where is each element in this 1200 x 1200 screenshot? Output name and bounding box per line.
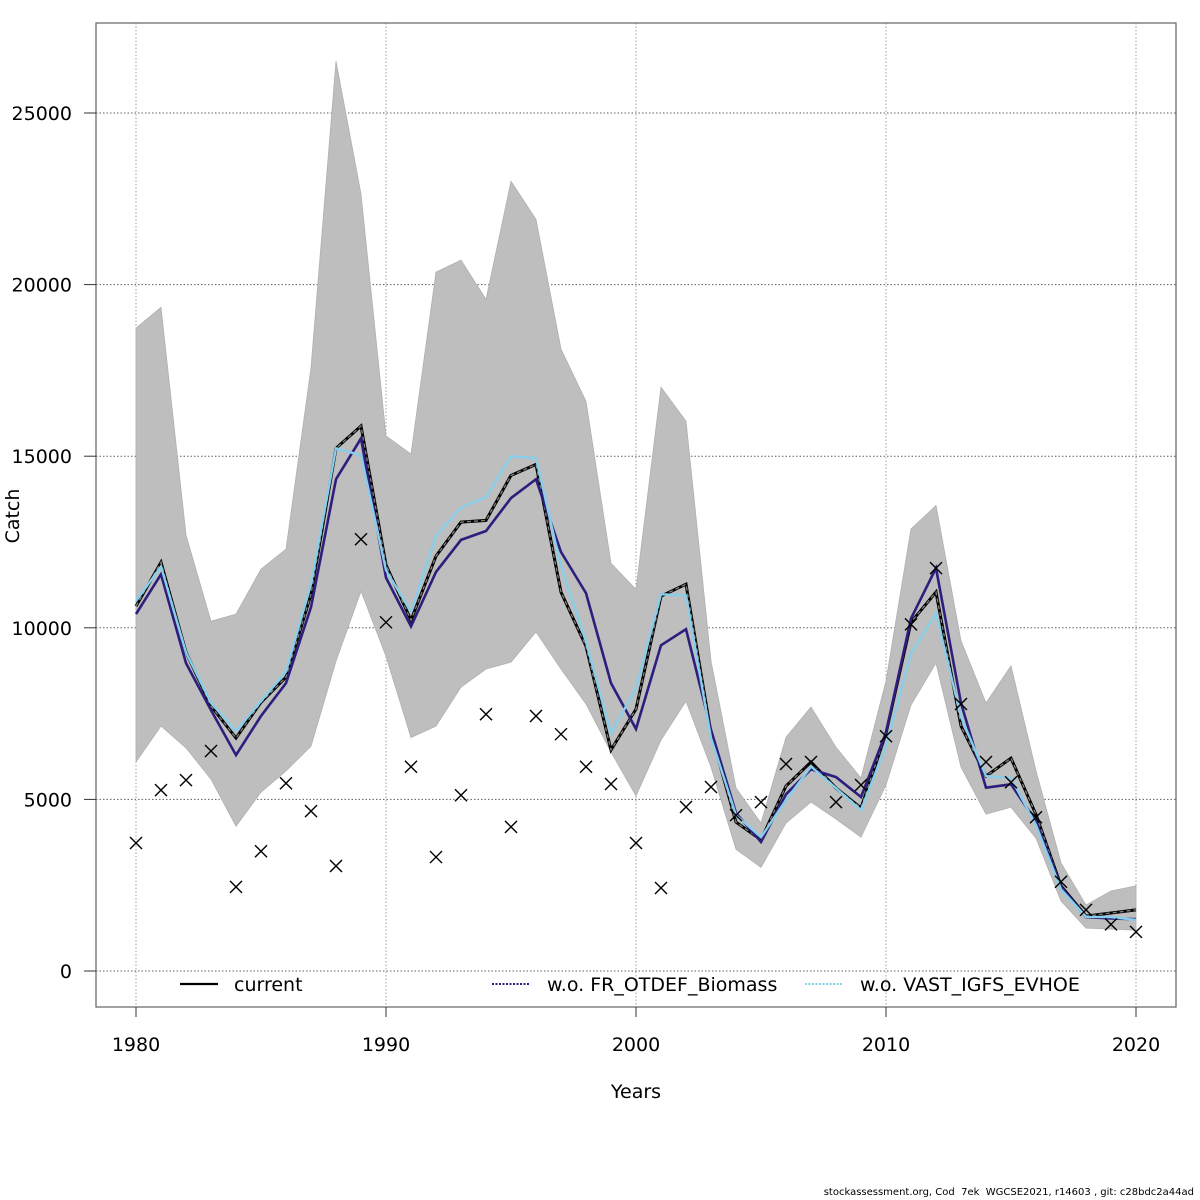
observation-point-1985 — [254, 844, 268, 858]
observation-point-2005 — [754, 795, 768, 809]
observation-point-1997 — [554, 727, 568, 741]
observation-point-1986 — [279, 776, 293, 790]
observation-point-1996 — [529, 709, 543, 723]
y-tick-label-5000: 5000 — [24, 789, 72, 811]
series-line-wo-fr-otdef-biomass — [134, 434, 1137, 921]
y-tick-label-25000: 25000 — [12, 103, 72, 125]
y-tick-label-15000: 15000 — [12, 446, 72, 468]
series-layer — [134, 423, 1137, 922]
observation-point-1994 — [479, 707, 493, 721]
observation-point-2006 — [779, 757, 793, 771]
observation-point-1999 — [604, 777, 618, 791]
observation-point-2013 — [954, 697, 968, 711]
y-axis-title: Catch — [2, 489, 24, 544]
observation-point-2014 — [979, 755, 993, 769]
observation-point-2018 — [1079, 903, 1093, 917]
observations-layer — [129, 532, 1143, 939]
legend-label-wo-vast-igfs-evhoe: w.o. VAST_IGFS_EVHOE — [860, 974, 1080, 996]
observation-point-1987 — [304, 804, 318, 818]
legend-label-current: current — [234, 974, 303, 996]
observation-point-2000 — [629, 836, 643, 850]
observation-point-2015 — [1004, 775, 1018, 789]
observation-point-2017 — [1054, 875, 1068, 889]
observation-point-1988 — [329, 859, 343, 873]
observation-point-2016 — [1029, 810, 1043, 824]
observation-point-2001 — [654, 881, 668, 895]
legend-label-wo-fr-otdef-biomass: w.o. FR_OTDEF_Biomass — [547, 974, 777, 996]
observation-point-1998 — [579, 760, 593, 774]
observation-point-1993 — [454, 788, 468, 802]
x-tick-label-2020: 2020 — [1112, 1034, 1160, 1056]
observation-point-2011 — [904, 617, 918, 631]
observation-point-1980 — [129, 836, 143, 850]
x-tick-label-2000: 2000 — [612, 1034, 660, 1056]
observation-point-1984 — [229, 880, 243, 894]
observation-point-2020 — [1129, 925, 1143, 939]
observation-point-1982 — [179, 773, 193, 787]
observation-point-2003 — [704, 780, 718, 794]
observation-point-2010 — [879, 729, 893, 743]
axes: 1980 1990 2000 2010 2020 0 5000 10000 15000 20000… — [12, 103, 1161, 1056]
y-tick-label-20000: 20000 — [12, 275, 72, 297]
observation-point-1992 — [429, 850, 443, 864]
x-tick-label-2010: 2010 — [862, 1034, 910, 1056]
series-line-wo-vast-igfs-evhoe — [135, 446, 1137, 922]
observation-point-1989 — [354, 532, 368, 546]
confidence-band — [135, 61, 1137, 931]
y-tick-label-0: 0 — [60, 961, 72, 983]
observation-point-1983 — [204, 744, 218, 758]
grid — [96, 23, 1176, 1007]
x-tick-label-1990: 1990 — [362, 1034, 410, 1056]
observation-point-2004 — [729, 808, 743, 822]
x-tick-label-1980: 1980 — [112, 1034, 160, 1056]
observation-point-2008 — [829, 795, 843, 809]
observation-point-1990 — [379, 615, 393, 629]
observation-point-1981 — [154, 783, 168, 797]
y-tick-label-10000: 10000 — [12, 618, 72, 640]
x-axis-title: Years — [610, 1081, 661, 1103]
observation-point-2012 — [929, 561, 943, 575]
observation-point-2019 — [1104, 917, 1118, 931]
observation-point-1991 — [404, 760, 418, 774]
observation-point-2007 — [804, 755, 818, 769]
observation-point-2009 — [854, 778, 868, 792]
legend: current w.o. FR_OTDEF_Biomass w.o. VAST_… — [180, 974, 1080, 996]
footer-credit: stockassessment.org, Cod 7ek WGCSE2021, … — [823, 1187, 1194, 1198]
confidence-band-layer — [135, 61, 1137, 931]
observation-point-2002 — [679, 800, 693, 814]
series-line-current-dash — [135, 424, 1137, 917]
observation-point-1995 — [504, 820, 518, 834]
